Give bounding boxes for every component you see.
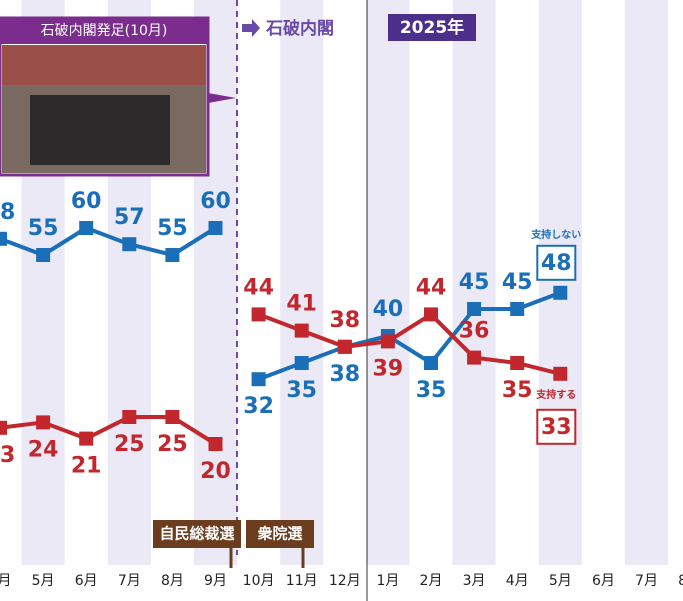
value-label: 58 (0, 200, 15, 225)
event-badge (246, 520, 314, 548)
x-tick-label: 6月 (592, 573, 615, 589)
series-line (0, 415, 217, 446)
x-tick-label: 4月 (506, 573, 529, 589)
value-label: 55 (157, 216, 188, 241)
photo-people (30, 95, 170, 165)
value-label: 35 (286, 378, 317, 403)
marker (510, 356, 525, 370)
value-label: 24 (28, 437, 59, 462)
marker (165, 410, 180, 424)
marker (467, 302, 482, 316)
photo-stairs (2, 45, 206, 85)
x-tick-label: 5月 (32, 573, 55, 589)
legend-label: 支持しない (530, 228, 581, 241)
x-tick-label: 4月 (0, 573, 11, 589)
x-tick-label: 3月 (463, 573, 486, 589)
value-label: 25 (157, 432, 188, 457)
photo-title-bar (0, 18, 208, 44)
value-label: 39 (373, 356, 404, 381)
value-label: 44 (416, 275, 447, 300)
event-label: 衆院選 (257, 525, 302, 543)
marker (165, 248, 180, 262)
marker (294, 356, 309, 370)
x-tick-label: 10月 (243, 573, 275, 589)
event-label: 自民総裁選 (159, 525, 234, 543)
x-tick-label: 7月 (635, 573, 658, 589)
value-label: 35 (416, 378, 447, 403)
x-tick-label: 8月 (161, 573, 184, 589)
marker (122, 237, 137, 252)
value-label: 25 (114, 432, 145, 457)
marker (36, 415, 51, 430)
value-label: 55 (28, 216, 59, 241)
x-tick-label: 1月 (376, 573, 399, 589)
stripe (624, 0, 669, 565)
value-label: 32 (243, 394, 274, 419)
x-tick-label: 9月 (204, 573, 227, 589)
stripe (538, 0, 582, 565)
value-label: 41 (286, 292, 317, 317)
marker (553, 366, 568, 381)
stripe (366, 0, 410, 565)
marker (337, 339, 352, 354)
value-box (536, 244, 577, 281)
marker (467, 350, 482, 365)
marker (251, 307, 266, 322)
marker (251, 372, 266, 387)
photo-arrow (208, 93, 236, 103)
value-label: 21 (71, 454, 102, 479)
marker (510, 302, 525, 316)
value-label: 35 (502, 378, 533, 403)
x-tick-label: 2月 (420, 573, 443, 589)
x-tick-label: 5月 (549, 573, 572, 589)
marker (36, 248, 51, 262)
marker (208, 437, 223, 451)
marker (122, 410, 137, 424)
value-label: 45 (459, 270, 490, 295)
x-tick-label: 6月 (75, 573, 98, 589)
marker (79, 221, 94, 235)
value-label: 23 (0, 443, 15, 468)
marker (424, 307, 438, 322)
year-badge (388, 14, 476, 41)
marker (294, 323, 309, 338)
value-label: 60 (71, 189, 102, 214)
value-label: 36 (459, 319, 490, 344)
x-tick-label: 11月 (286, 573, 318, 589)
year-label: 2025年 (400, 17, 464, 38)
cabinet-label: 石破内閣 (265, 18, 334, 39)
value-label: 38 (329, 362, 360, 387)
series-line (0, 225, 217, 258)
marker (0, 231, 7, 246)
value-label: 60 (200, 189, 231, 214)
marker (79, 431, 94, 446)
x-tick-label: 7月 (118, 573, 141, 589)
marker (380, 334, 395, 349)
x-tick-label: 8月 (678, 573, 683, 589)
stripe (280, 0, 324, 565)
value-box (536, 408, 577, 445)
arrow-icon (242, 19, 260, 37)
marker (0, 420, 7, 435)
series-line (257, 290, 562, 382)
marker (208, 221, 223, 235)
value-label: 57 (114, 205, 145, 230)
event-badge (153, 520, 241, 548)
x-tick-label: 12月 (329, 573, 361, 589)
stripe (452, 0, 496, 565)
value-label: 33 (541, 415, 572, 440)
marker (553, 285, 568, 300)
value-label: 45 (502, 270, 533, 295)
value-label: 44 (243, 275, 274, 300)
marker (424, 356, 438, 370)
value-label: 38 (329, 308, 360, 333)
series-line (257, 311, 561, 376)
value-label: 40 (373, 297, 404, 322)
value-label: 20 (200, 459, 231, 484)
value-label: 48 (541, 251, 572, 276)
legend-label: 支持する (535, 388, 576, 401)
photo-title: 石破内閣発足(10月) (41, 23, 168, 39)
